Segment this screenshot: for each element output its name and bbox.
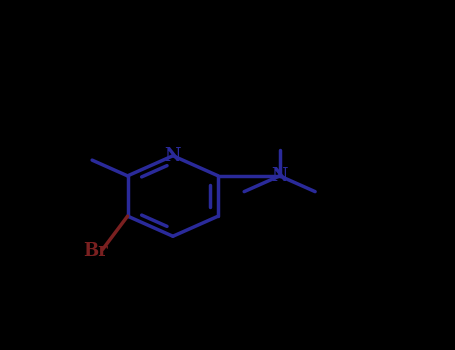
- Text: N: N: [271, 167, 288, 185]
- Text: N: N: [165, 147, 181, 165]
- Text: Br: Br: [83, 242, 108, 260]
